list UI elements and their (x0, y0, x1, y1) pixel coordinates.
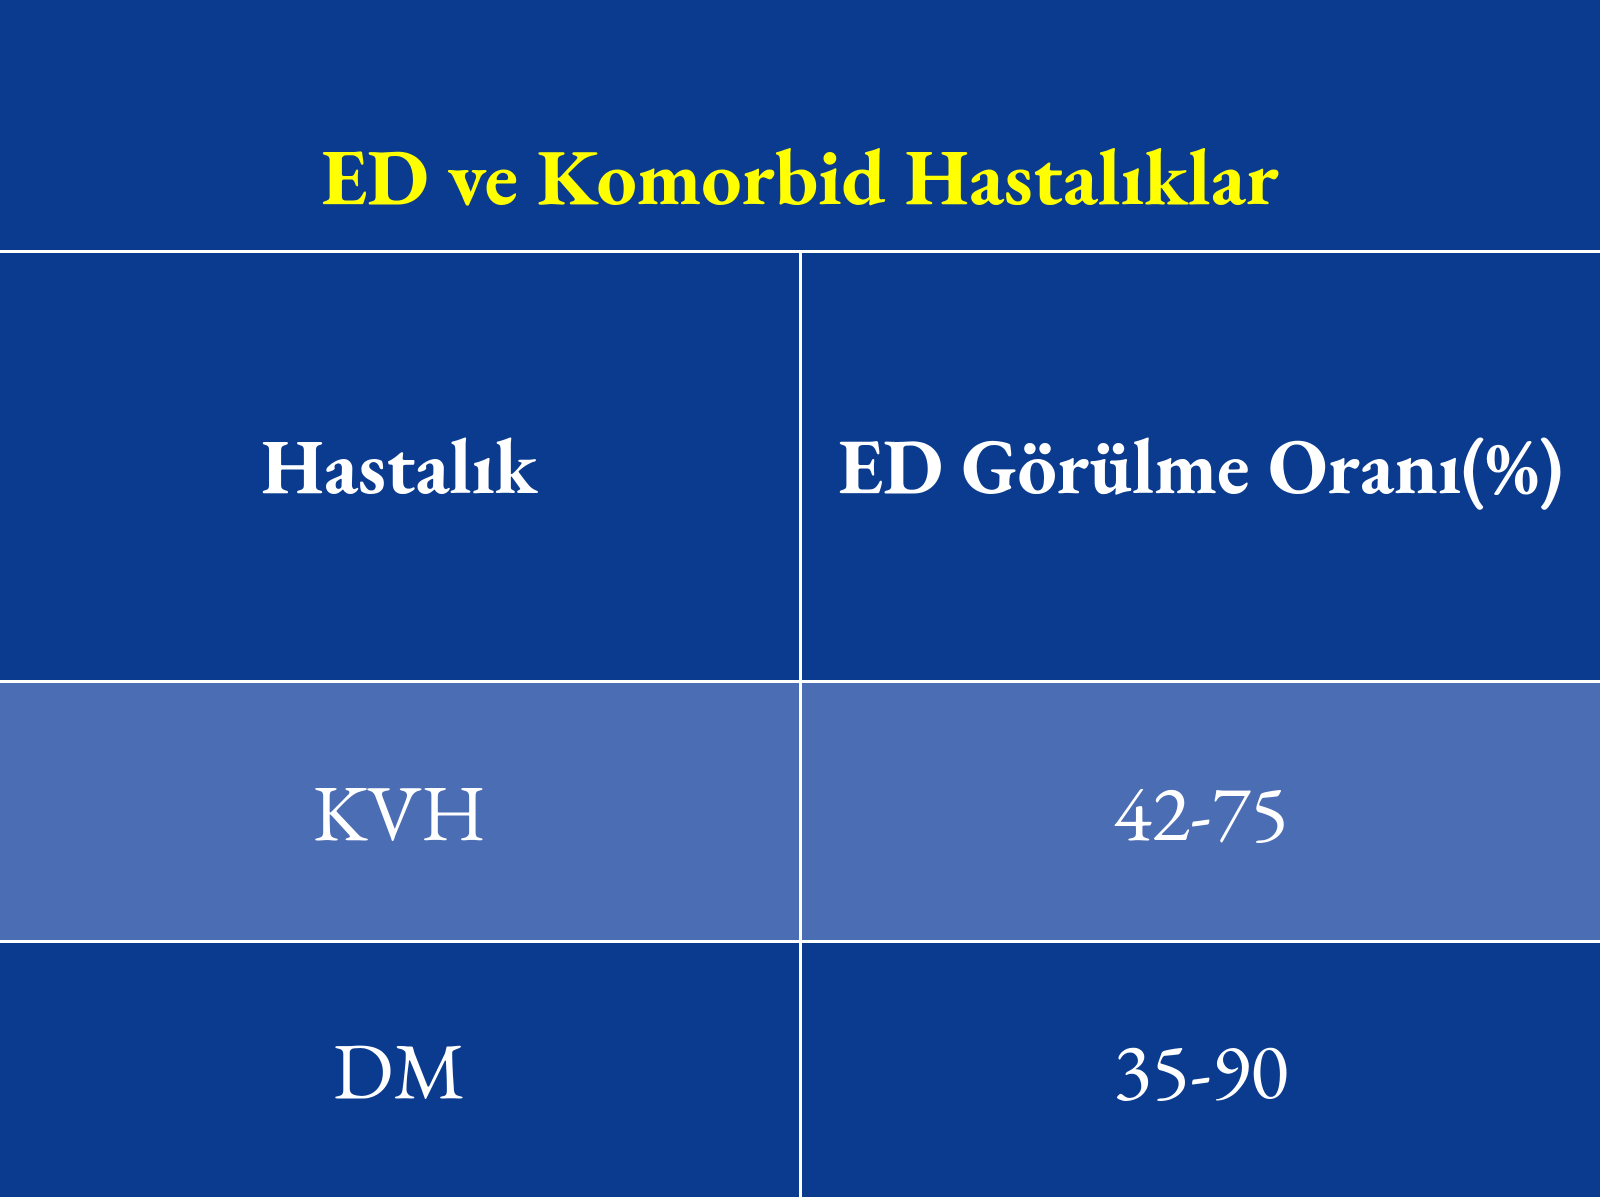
cell-rate: 35-90 (802, 943, 1600, 1197)
header-cell-rate: ED Görülme Oranı(%) (802, 253, 1600, 680)
table-header-row: Hastalık ED Görülme Oranı(%) (0, 250, 1600, 680)
table-row: KVH 42-75 (0, 680, 1600, 940)
cell-rate: 42-75 (802, 683, 1600, 940)
cell-disease: DM (0, 943, 802, 1197)
table-row: DM 35-90 (0, 940, 1600, 1200)
cell-disease: KVH (0, 683, 802, 940)
comorbidity-table: Hastalık ED Görülme Oranı(%) KVH 42-75 D… (0, 250, 1600, 1200)
header-cell-disease: Hastalık (0, 253, 802, 680)
title-area: ED ve Komorbid Hastalıklar (0, 0, 1600, 250)
slide: ED ve Komorbid Hastalıklar Hastalık ED G… (0, 0, 1600, 1200)
slide-title: ED ve Komorbid Hastalıklar (321, 132, 1279, 220)
